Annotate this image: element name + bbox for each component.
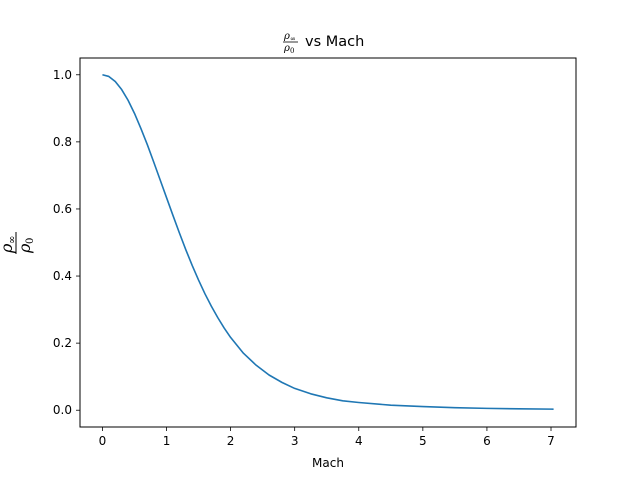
title-frac-num: ρ: [283, 31, 290, 42]
ylabel-frac-num: ρ: [0, 243, 16, 254]
y-axis-ticks: 0.0 0.2 0.4 0.6 0.8 1.0: [53, 68, 80, 417]
title-frac-den-sub: 0: [290, 47, 294, 55]
plot-series: [102, 73, 554, 410]
x-tick-label: 2: [227, 434, 235, 448]
plot-area-frame: [79, 57, 577, 428]
x-tick-label: 5: [419, 434, 427, 448]
x-tick-label: 7: [547, 434, 555, 448]
y-tick-label: 0.4: [53, 269, 72, 283]
x-axis-label: Mach: [312, 456, 344, 470]
y-tick-label: 1.0: [53, 68, 72, 82]
chart-title: ρ ∞ ρ 0 vs Mach: [283, 31, 364, 55]
ylabel-frac-den-sub: 0: [25, 238, 36, 244]
series-line: [102, 73, 554, 410]
ylabel-frac-num-sub: ∞: [7, 236, 18, 244]
x-tick-label: 6: [483, 434, 491, 448]
x-tick-label: 0: [99, 434, 107, 448]
x-tick-label: 3: [291, 434, 299, 448]
y-tick-label: 0.2: [53, 336, 72, 350]
x-tick-label: 1: [163, 434, 171, 448]
title-text: vs Mach: [305, 34, 364, 50]
y-tick-label: 0.0: [53, 403, 72, 417]
title-frac-num-sub: ∞: [290, 35, 296, 43]
y-tick-label: 0.6: [53, 202, 72, 216]
ylabel-frac-den: ρ: [15, 243, 34, 254]
y-tick-label: 0.8: [53, 135, 72, 149]
x-axis-ticks: 0 1 2 3 4 5 6 7: [99, 427, 555, 448]
x-tick-label: 4: [355, 434, 363, 448]
y-axis-label: ρ ∞ ρ 0: [0, 232, 36, 254]
title-frac-den: ρ: [283, 43, 290, 54]
